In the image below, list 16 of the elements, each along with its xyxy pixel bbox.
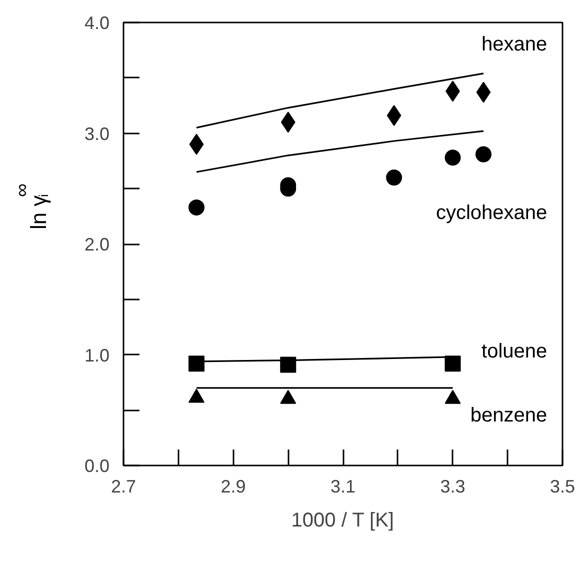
y-tick-label: 0.0 xyxy=(84,456,110,476)
x-tick-label: 3.5 xyxy=(550,476,576,496)
annotation: cyclohexane xyxy=(436,202,548,224)
y-tick-label: 1.0 xyxy=(84,345,110,366)
annotation: toluene xyxy=(482,340,548,362)
x-tick-label: 3.1 xyxy=(330,476,356,496)
annotation: benzene xyxy=(470,404,548,427)
x-tick-label: 2.9 xyxy=(220,476,246,496)
annotation: hexane xyxy=(482,34,548,56)
y-tick-label: 3.0 xyxy=(84,124,110,144)
y-tick-label: 2.0 xyxy=(84,234,110,254)
x-tick-label: 3.3 xyxy=(440,476,466,496)
x-axis-title: 1000 / T [K] xyxy=(291,510,394,532)
y-tick-label: 4.0 xyxy=(84,13,110,33)
x-tick-label: 2.7 xyxy=(110,476,136,496)
y-axis-title: ln γi∞ xyxy=(12,184,51,230)
